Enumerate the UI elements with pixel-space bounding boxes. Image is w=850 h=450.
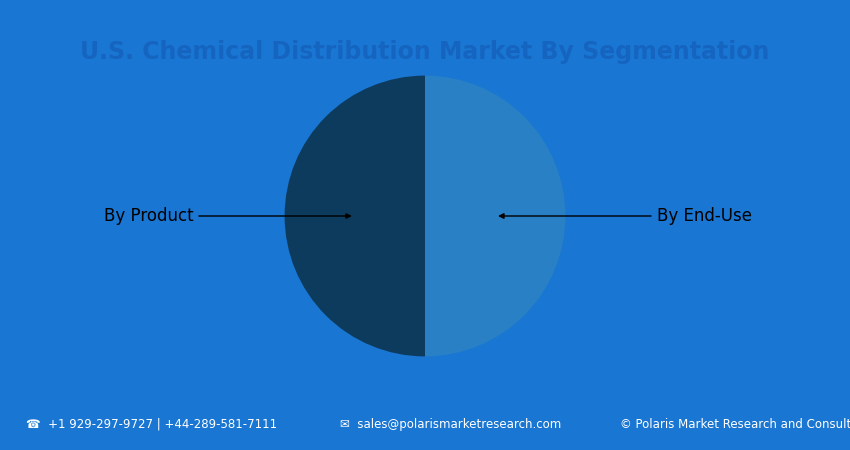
Text: © Polaris Market Research and Consulting LLP: © Polaris Market Research and Consulting…: [620, 418, 850, 431]
Text: By Product: By Product: [104, 207, 350, 225]
Wedge shape: [425, 76, 565, 356]
Text: By End-Use: By End-Use: [500, 207, 751, 225]
Text: U.S. Chemical Distribution Market By Segmentation: U.S. Chemical Distribution Market By Seg…: [80, 40, 770, 64]
Wedge shape: [285, 76, 425, 356]
Text: ✉  sales@polarismarketresearch.com: ✉ sales@polarismarketresearch.com: [340, 418, 561, 431]
Text: ☎  +1 929-297-9727 | +44-289-581-7111: ☎ +1 929-297-9727 | +44-289-581-7111: [26, 418, 276, 431]
